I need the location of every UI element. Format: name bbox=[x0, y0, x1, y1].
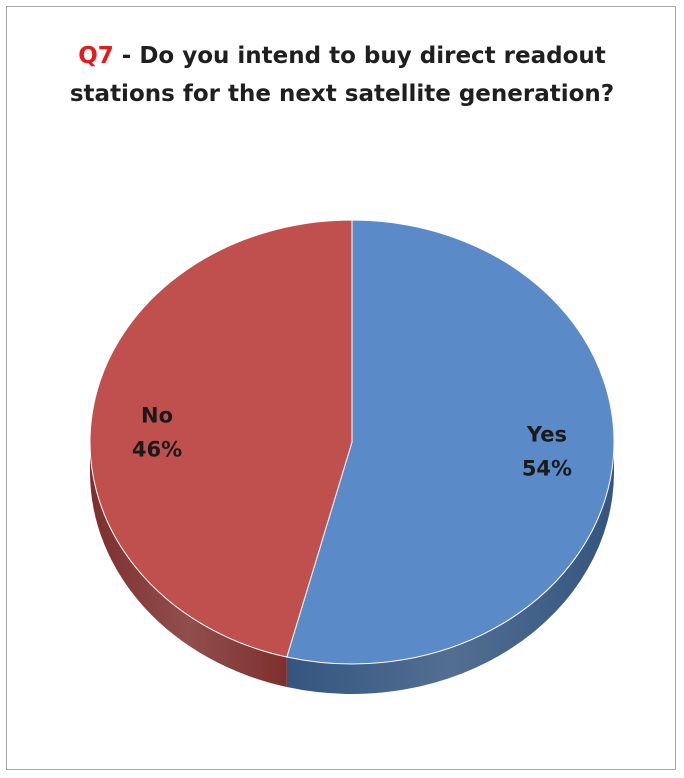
slice-value-yes: 54% bbox=[522, 457, 572, 481]
pie-slice-no bbox=[89, 219, 353, 658]
question-number: Q7 bbox=[78, 43, 114, 69]
question-text: - Do you intend to buy direct readout st… bbox=[69, 43, 615, 107]
slice-value-no: 46% bbox=[132, 437, 182, 461]
slice-label-no: No bbox=[141, 403, 173, 427]
slice-label-yes: Yes bbox=[526, 423, 567, 447]
chart-title: Q7 - Do you intend to buy direct readout… bbox=[47, 37, 637, 113]
pie-side-yes bbox=[286, 442, 614, 694]
pie-slice-yes bbox=[286, 219, 615, 665]
pie-side-no bbox=[90, 442, 287, 688]
